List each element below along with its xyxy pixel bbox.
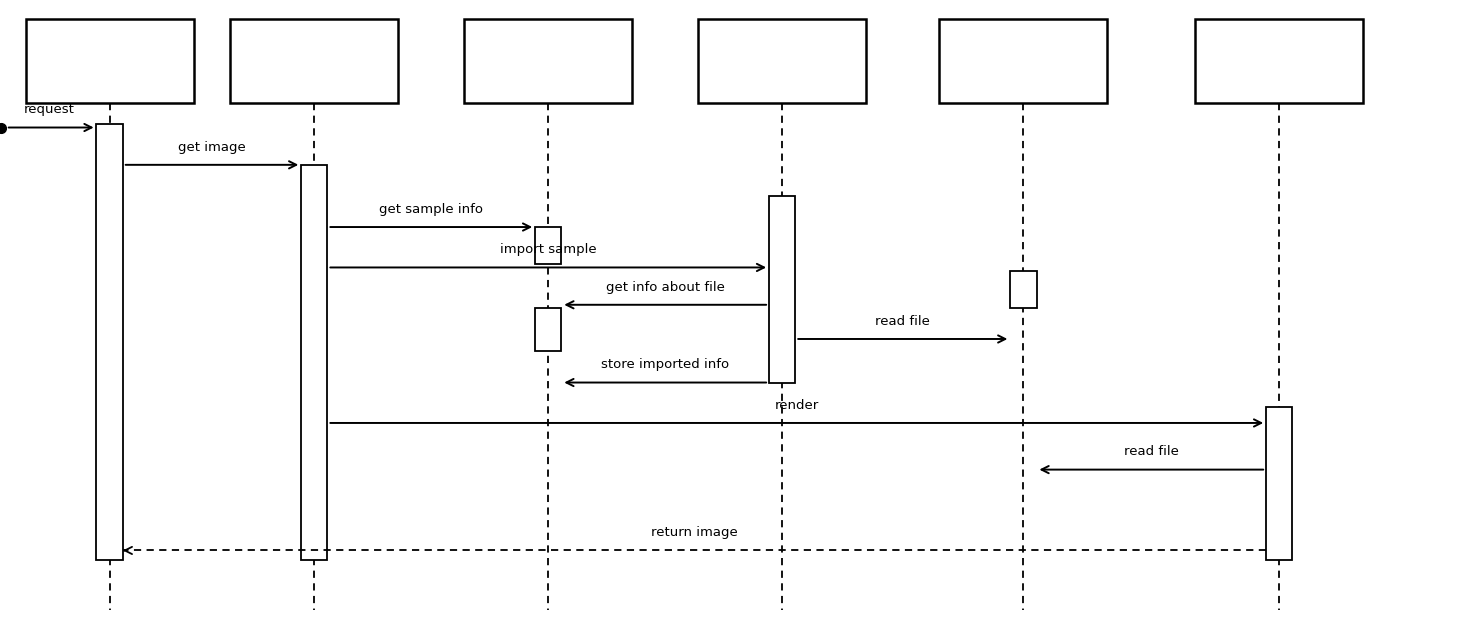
- Bar: [1010, 271, 1037, 308]
- Text: import sample: import sample: [500, 243, 596, 256]
- Text: return image: return image: [651, 526, 738, 539]
- Text: GUIRenderer: GUIRenderer: [1231, 53, 1327, 68]
- Bar: [535, 227, 561, 264]
- Text: get image: get image: [178, 141, 246, 154]
- Text: read file: read file: [876, 315, 930, 328]
- Bar: [535, 308, 561, 351]
- Bar: [769, 196, 795, 383]
- Text: GUIDataStore: GUIDataStore: [496, 53, 601, 68]
- Text: request: request: [23, 103, 75, 116]
- Text: get sample info: get sample info: [379, 203, 484, 216]
- Bar: [465, 19, 633, 103]
- Bar: [231, 19, 398, 103]
- Text: GUIService: GUIService: [272, 53, 357, 68]
- Bar: [96, 124, 123, 560]
- Text: store imported info: store imported info: [601, 358, 730, 371]
- Text: read file: read file: [1124, 445, 1178, 458]
- Bar: [1196, 19, 1363, 103]
- Bar: [699, 19, 866, 103]
- Bar: [939, 19, 1108, 103]
- Bar: [301, 165, 327, 560]
- Bar: [1266, 407, 1292, 560]
- Text: app.py: app.py: [83, 53, 136, 68]
- Text: get info about file: get info about file: [605, 281, 725, 294]
- Text: render: render: [775, 399, 819, 412]
- Bar: [25, 19, 193, 103]
- Text: GUIImportManager: GUIImportManager: [709, 53, 855, 68]
- Text: IOService: IOService: [987, 53, 1060, 68]
